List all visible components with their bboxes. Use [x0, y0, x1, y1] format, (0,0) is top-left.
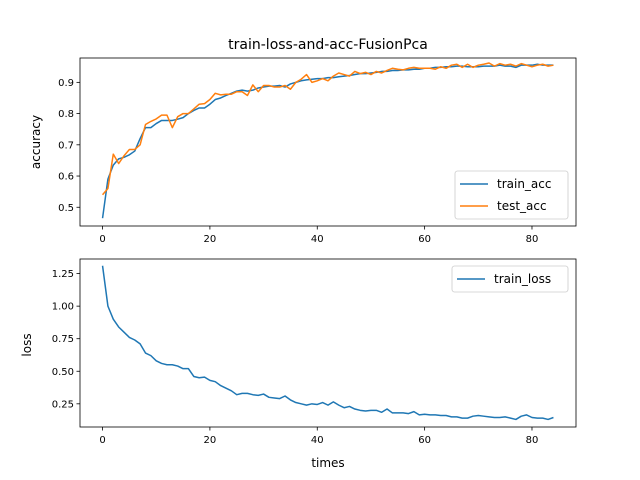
- accuracy-axes-frame: [79, 57, 577, 227]
- loss-y-tick-label: 1.00: [52, 302, 74, 313]
- loss-legend-frame: [451, 265, 569, 293]
- accuracy-x-tick-label: 20: [204, 234, 217, 245]
- loss-legend: train_loss: [451, 265, 569, 293]
- loss-y-tick-label: 0.50: [52, 367, 74, 378]
- accuracy-x-tick-label: 60: [418, 234, 431, 245]
- loss-axes-frame: [79, 258, 577, 428]
- loss-x-tick-label: 40: [311, 435, 324, 446]
- accuracy-plot-area: 0 20 40 60 80 0.5 0.6 0.7 0.8 0.9: [58, 57, 577, 245]
- accuracy-y-tick-label: 0.5: [58, 203, 74, 214]
- accuracy-x-tick-label: 40: [311, 234, 324, 245]
- accuracy-y-tick-label: 0.6: [58, 172, 74, 183]
- loss-y-tick-label: 0.75: [52, 334, 74, 345]
- loss-series-line-train-loss: [101, 265, 554, 421]
- loss-x-axis-label: times: [311, 456, 344, 470]
- accuracy-x-tick-label: 0: [99, 234, 105, 245]
- loss-legend-label-train-loss: train_loss: [494, 272, 551, 286]
- accuracy-legend-label-test-acc: test_acc: [497, 199, 547, 213]
- accuracy-legend-frame: [454, 170, 569, 220]
- loss-x-tick-label: 20: [204, 435, 217, 446]
- accuracy-legend: train_acc test_acc: [454, 170, 569, 220]
- loss-y-axis-label: loss: [20, 333, 34, 356]
- loss-x-tick-label: 80: [526, 435, 539, 446]
- chart-title: train-loss-and-acc-FusionPca: [228, 37, 428, 53]
- loss-x-tick-label: 0: [99, 435, 105, 446]
- accuracy-y-tick-label: 0.7: [58, 140, 74, 151]
- loss-plot-area: 0 20 40 60 80 0.25 0.50 0.75 1.00 1.25: [52, 258, 577, 446]
- loss-x-tick-label: 60: [418, 435, 431, 446]
- loss-y-tick-label: 0.25: [52, 399, 74, 410]
- accuracy-series-line-train-acc: [101, 63, 554, 219]
- accuracy-subplot: train-loss-and-acc-FusionPca 0 20 40 60 80 0.…: [29, 37, 577, 245]
- accuracy-legend-label-train-acc: train_acc: [497, 177, 551, 191]
- accuracy-x-tick-label: 80: [526, 234, 539, 245]
- loss-y-tick-label: 1.25: [52, 269, 74, 280]
- accuracy-y-axis-label: accuracy: [29, 115, 43, 169]
- accuracy-y-tick-label: 0.8: [58, 109, 74, 120]
- loss-subplot: 0 20 40 60 80 0.25 0.50 0.75 1.00 1.25 loss times…: [20, 258, 577, 470]
- accuracy-y-tick-label: 0.9: [58, 78, 74, 89]
- accuracy-series-line-test-acc: [101, 62, 554, 196]
